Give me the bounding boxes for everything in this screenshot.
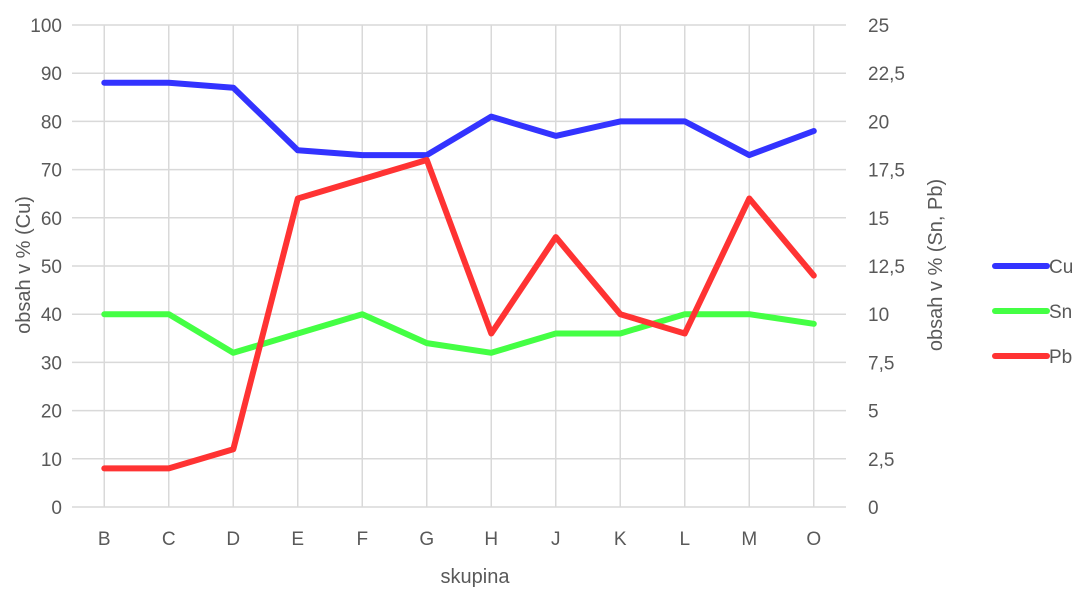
- left-tick-label: 10: [41, 450, 62, 471]
- data-point-sn: [424, 341, 429, 346]
- data-point-pb: [811, 273, 816, 278]
- data-point-sn: [102, 312, 107, 317]
- right-tick-label: 22,5: [868, 64, 905, 85]
- data-point-cu: [360, 153, 365, 158]
- x-axis-title: skupina: [441, 566, 511, 588]
- data-point-sn: [295, 331, 300, 336]
- left-tick-label: 0: [51, 498, 62, 519]
- x-tick-label: J: [551, 529, 561, 550]
- legend-label-cu: Cu: [1049, 257, 1073, 278]
- left-tick-label: 70: [41, 161, 62, 182]
- left-tick-label: 30: [41, 353, 62, 374]
- data-point-pb: [166, 466, 171, 471]
- right-tick-label: 0: [868, 498, 879, 519]
- left-tick-label: 40: [41, 305, 62, 326]
- series-lines: [101, 79, 817, 472]
- data-point-cu: [489, 114, 494, 119]
- data-point-pb: [618, 312, 623, 317]
- right-tick-label: 15: [868, 209, 889, 230]
- x-tick-label: M: [741, 529, 757, 550]
- data-point-sn: [166, 312, 171, 317]
- x-tick-label: C: [162, 529, 176, 550]
- data-point-pb: [360, 177, 365, 182]
- data-point-sn: [682, 312, 687, 317]
- x-tick-label: B: [98, 529, 111, 550]
- left-tick-label: 50: [41, 257, 62, 278]
- data-point-cu: [295, 148, 300, 153]
- data-point-sn: [747, 312, 752, 317]
- left-tick-label: 100: [30, 16, 62, 37]
- right-tick-label: 20: [868, 112, 889, 133]
- data-point-sn: [618, 331, 623, 336]
- data-point-pb: [553, 235, 558, 240]
- right-tick-label: 12,5: [868, 257, 905, 278]
- data-point-sn: [553, 331, 558, 336]
- data-point-cu: [231, 85, 236, 90]
- x-tick-label: F: [356, 529, 368, 550]
- data-point-pb: [424, 157, 429, 162]
- right-tick-label: 2,5: [868, 450, 894, 471]
- right-tick-label: 25: [868, 16, 889, 37]
- right-tick-label: 5: [868, 402, 879, 423]
- data-point-pb: [102, 466, 107, 471]
- data-point-cu: [553, 133, 558, 138]
- right-tick-label: 10: [868, 305, 889, 326]
- data-point-cu: [747, 153, 752, 158]
- series-line-cu: [101, 79, 817, 159]
- data-point-sn: [489, 350, 494, 355]
- data-point-cu: [811, 129, 816, 134]
- data-point-pb: [489, 331, 494, 336]
- left-y-axis-title: obsah v % (Cu): [13, 196, 35, 334]
- data-point-pb: [231, 447, 236, 452]
- data-point-sn: [360, 312, 365, 317]
- data-point-sn: [811, 321, 816, 326]
- data-point-cu: [102, 80, 107, 85]
- legend-label-pb: Pb: [1049, 347, 1072, 368]
- left-tick-label: 80: [41, 112, 62, 133]
- data-point-cu: [424, 153, 429, 158]
- right-y-axis-title: obsah v % (Sn, Pb): [925, 179, 947, 351]
- left-tick-label: 20: [41, 402, 62, 423]
- data-point-sn: [231, 350, 236, 355]
- data-point-pb: [747, 196, 752, 201]
- x-tick-label: O: [806, 529, 821, 550]
- right-axis-ticks: 0 2,5 5 7,5 10 12,5 15 17,5 20 22,5 25: [868, 16, 905, 519]
- x-tick-label: D: [226, 529, 240, 550]
- gridlines: [72, 24, 846, 508]
- right-tick-label: 17,5: [868, 161, 905, 182]
- data-point-pb: [682, 331, 687, 336]
- series-line-sn: [101, 311, 817, 356]
- x-tick-label: L: [679, 529, 690, 550]
- data-point-pb: [295, 196, 300, 201]
- left-tick-label: 60: [41, 209, 62, 230]
- legend-label-sn: Sn: [1049, 302, 1072, 323]
- data-point-cu: [166, 80, 171, 85]
- right-tick-label: 7,5: [868, 353, 894, 374]
- data-point-cu: [618, 119, 623, 124]
- left-tick-label: 90: [41, 64, 62, 85]
- left-axis-ticks: 0 10 20 30 40 50 60 70 80 90 100: [30, 16, 62, 519]
- series-line-pb: [101, 157, 817, 472]
- x-tick-label: H: [484, 529, 498, 550]
- data-point-cu: [682, 119, 687, 124]
- x-tick-label: G: [419, 529, 434, 550]
- x-tick-label: E: [291, 529, 304, 550]
- legend: Cu Sn Pb: [992, 257, 1073, 368]
- x-tick-label: K: [614, 529, 627, 550]
